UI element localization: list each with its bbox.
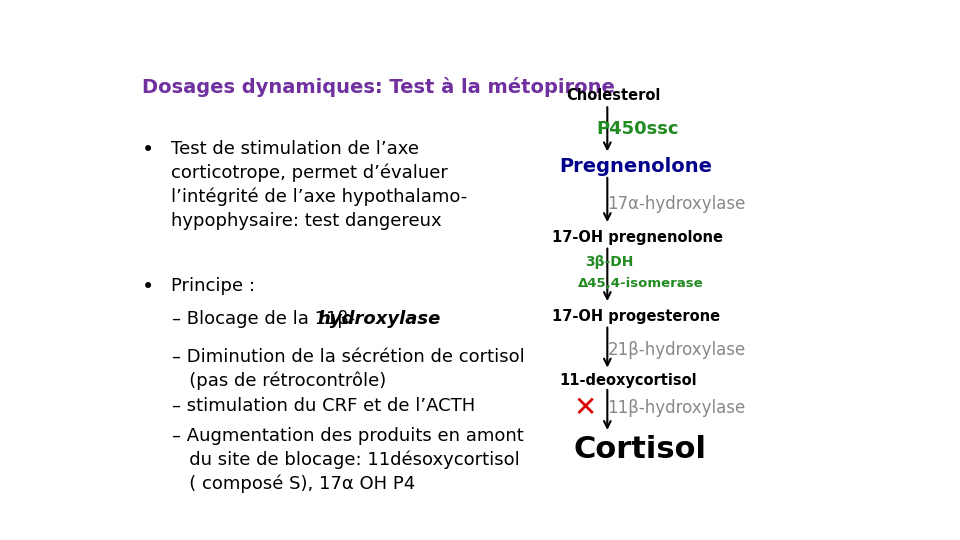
Text: Cholesterol: Cholesterol [566,89,660,104]
Text: Principe :: Principe : [171,277,254,295]
Text: 11-deoxycortisol: 11-deoxycortisol [559,373,697,388]
Text: hydroxylase: hydroxylase [317,310,441,328]
Text: – Diminution de la sécrétion de cortisol
   (pas de rétrocontrôle): – Diminution de la sécrétion de cortisol… [172,348,525,390]
Text: 17-OH progesterone: 17-OH progesterone [551,309,720,324]
Text: Δ45,4-isomerase: Δ45,4-isomerase [578,276,703,289]
Text: 17α-hydroxylase: 17α-hydroxylase [608,195,746,213]
Text: – Augmentation des produits en amont
   du site de blocage: 11désoxycortisol
   : – Augmentation des produits en amont du … [172,427,524,493]
Text: 21β-hydroxylase: 21β-hydroxylase [608,341,746,359]
Text: 17-OH pregnenolone: 17-OH pregnenolone [551,230,723,245]
Text: P450ssc: P450ssc [596,120,679,138]
Text: 11β-hydroxylase: 11β-hydroxylase [608,399,746,417]
Text: Cortisol: Cortisol [574,435,707,464]
Text: Dosages dynamiques: Test à la métopirone: Dosages dynamiques: Test à la métopirone [142,77,615,97]
Text: – stimulation du CRF et de l’ACTH: – stimulation du CRF et de l’ACTH [172,397,475,415]
Text: Pregnenolone: Pregnenolone [559,157,712,176]
Text: Test de stimulation de l’axe
corticotrope, permet d’évaluer
l’intégrité de l’axe: Test de stimulation de l’axe corticotrop… [171,140,467,230]
Text: 3β-DH: 3β-DH [585,255,634,269]
Text: – Blocage de la 11β-: – Blocage de la 11β- [172,310,355,328]
Text: •: • [142,277,155,297]
Text: ✕: ✕ [574,394,597,422]
Text: •: • [142,140,155,160]
